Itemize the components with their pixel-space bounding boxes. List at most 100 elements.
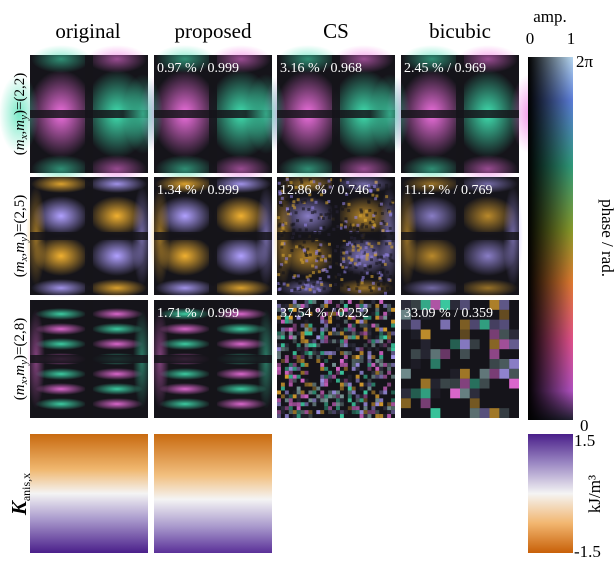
noise	[323, 287, 326, 290]
noise	[391, 320, 395, 324]
noise	[356, 398, 360, 402]
row-label-part: m	[12, 139, 28, 150]
noise	[328, 213, 331, 216]
noise	[324, 339, 328, 343]
noise	[281, 406, 285, 410]
noise	[286, 207, 289, 210]
cell-annotation: 11.12 % / 0.769	[404, 183, 493, 198]
noise	[281, 331, 285, 335]
noise	[391, 363, 395, 367]
noise	[364, 410, 368, 414]
cell-annotation: 2.45 % / 0.969	[404, 61, 486, 76]
row-label-part: m	[12, 384, 28, 395]
noise	[348, 394, 352, 398]
noise	[391, 410, 395, 414]
cell-annotation: 0.97 % / 0.999	[157, 61, 239, 76]
noise	[371, 343, 375, 347]
noise	[340, 387, 344, 391]
noise	[364, 343, 368, 347]
noise	[312, 339, 316, 343]
noise	[371, 339, 375, 343]
noise	[380, 203, 383, 206]
noise	[367, 383, 371, 387]
noise	[509, 379, 519, 389]
noise	[340, 343, 344, 347]
row-label: (mx,my)=(2,2)	[12, 73, 30, 155]
noise	[340, 331, 344, 335]
noise	[375, 371, 379, 375]
noise	[297, 331, 301, 335]
noise	[289, 394, 293, 398]
noise	[377, 283, 380, 286]
noise	[308, 343, 312, 347]
noise	[344, 328, 348, 332]
noise	[391, 260, 394, 263]
image-grid	[0, 45, 550, 553]
noise	[308, 324, 312, 328]
noise	[342, 251, 345, 254]
noise	[303, 241, 306, 244]
noise	[332, 410, 336, 414]
noise	[322, 226, 325, 229]
noise	[328, 300, 332, 304]
noise	[285, 343, 289, 347]
row-label-part: )=(2,8)	[12, 318, 28, 360]
noise	[277, 273, 280, 276]
noise	[297, 287, 300, 290]
noise	[480, 379, 490, 389]
noise	[499, 369, 509, 379]
noise	[450, 339, 460, 349]
noise	[301, 402, 305, 406]
noise	[324, 379, 328, 383]
noise	[299, 228, 302, 231]
noise	[305, 363, 309, 367]
noise	[387, 278, 390, 281]
noise	[367, 359, 371, 363]
noise	[309, 253, 312, 256]
noise	[340, 300, 344, 304]
noise	[380, 271, 383, 274]
noise	[332, 394, 336, 398]
noise	[324, 402, 328, 406]
noise	[370, 245, 373, 248]
noise	[287, 210, 290, 213]
noise	[388, 242, 391, 245]
noise	[308, 398, 312, 402]
noise	[373, 224, 376, 227]
noise	[365, 214, 368, 217]
noise	[385, 253, 388, 256]
noise	[374, 212, 377, 215]
noise	[307, 278, 310, 281]
noise	[357, 249, 360, 252]
noise	[278, 223, 281, 226]
noise	[277, 402, 281, 406]
noise	[285, 375, 289, 379]
noise	[460, 339, 470, 349]
noise	[293, 339, 297, 343]
noise	[289, 383, 293, 387]
noise	[421, 389, 431, 399]
noise	[305, 324, 309, 328]
noise	[282, 271, 285, 274]
noise	[332, 363, 336, 367]
noise	[277, 355, 281, 359]
noise	[305, 300, 309, 304]
noise	[379, 359, 383, 363]
noise	[336, 367, 340, 371]
noise	[352, 390, 356, 394]
noise	[490, 339, 500, 349]
noise	[387, 414, 391, 418]
noise	[383, 312, 387, 316]
noise	[356, 255, 359, 258]
noise	[281, 343, 285, 347]
noise	[470, 320, 480, 330]
noise	[320, 328, 324, 332]
noise	[352, 347, 356, 351]
noise	[440, 349, 450, 359]
noise	[328, 394, 332, 398]
noise	[293, 300, 297, 304]
noise	[387, 343, 391, 347]
noise	[312, 283, 315, 286]
noise	[356, 367, 360, 371]
noise	[340, 270, 343, 273]
